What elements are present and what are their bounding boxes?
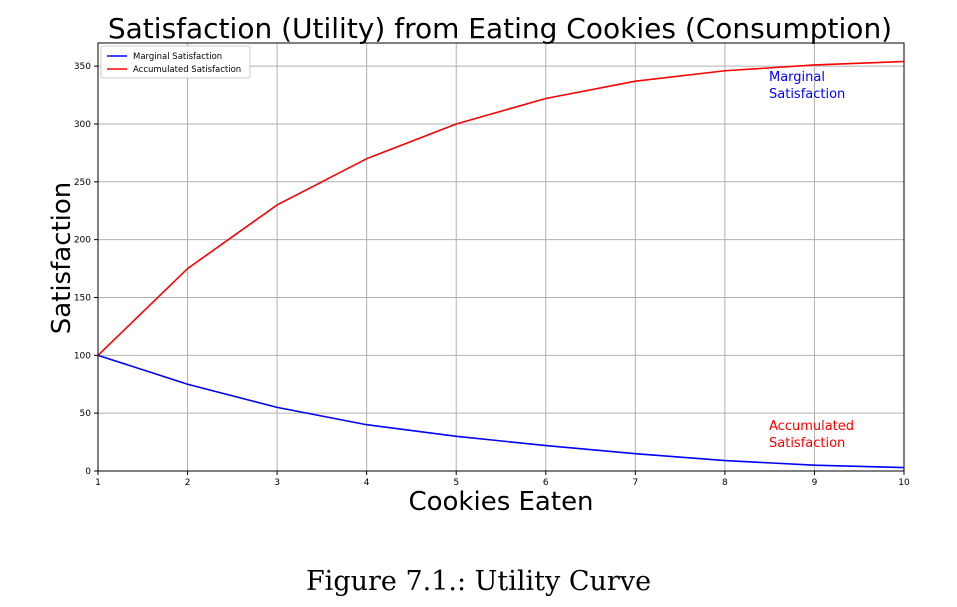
y-tick-label: 50 — [80, 409, 92, 419]
x-tick-label: 7 — [632, 478, 638, 488]
series-point — [634, 80, 636, 82]
legend-label: Accumulated Satisfaction — [133, 65, 241, 75]
y-tick-label: 200 — [74, 236, 91, 246]
y-tick-label: 350 — [74, 62, 91, 72]
series-point — [276, 406, 278, 408]
legend: Marginal Satisfaction Accumulated Satisfa… — [100, 45, 251, 79]
series-point — [186, 383, 189, 385]
y-tick-label: 150 — [74, 293, 91, 303]
series-point — [545, 444, 547, 447]
y-axis-label: Satisfaction — [47, 182, 77, 335]
series-point — [455, 123, 457, 125]
legend-label: Marginal Satisfaction — [133, 52, 222, 62]
series-annotation-text: Accumulated — [769, 419, 854, 434]
chart-title: Satisfaction (Utility) from Eating Cooki… — [108, 12, 892, 45]
series-lines — [97, 60, 905, 469]
legend-box — [100, 45, 251, 79]
y-tick-label: 300 — [74, 120, 91, 130]
x-tick-label: 4 — [364, 478, 370, 488]
x-tick-label: 10 — [898, 478, 910, 488]
figure-caption: Figure 7.1.: Utility Curve — [305, 566, 652, 597]
plot-frame — [97, 42, 905, 472]
series-point — [186, 267, 189, 270]
series-point — [545, 97, 547, 100]
x-tick-label: 6 — [543, 478, 549, 488]
y-tick-label: 0 — [85, 467, 91, 477]
series-annotation-text: Satisfaction — [769, 436, 845, 451]
series-point — [724, 459, 726, 462]
series-annotation-text: Satisfaction — [769, 87, 845, 102]
series-point — [634, 453, 636, 455]
series-line — [97, 60, 905, 356]
series-annotation-text: Marginal — [769, 70, 825, 85]
series-point — [813, 64, 816, 66]
grid-lines — [97, 43, 905, 472]
x-tick-label: 2 — [185, 478, 191, 488]
series-line — [97, 354, 905, 469]
series-point — [813, 464, 816, 466]
x-tick-label: 1 — [95, 478, 101, 488]
x-tick-label: 3 — [274, 478, 280, 488]
x-tick-label: 5 — [453, 478, 459, 488]
x-tick-label: 9 — [812, 478, 818, 488]
series-point — [276, 204, 278, 206]
y-tick-label: 250 — [74, 178, 91, 188]
series-point — [366, 424, 368, 426]
series-point — [724, 70, 726, 72]
x-tick-label: 8 — [722, 478, 728, 488]
series-point — [455, 435, 457, 437]
y-tick-label: 100 — [74, 351, 91, 361]
x-axis-label: Cookies Eaten — [408, 487, 593, 517]
series-point — [366, 158, 368, 160]
series-annotations: Marginal Satisfaction Accumulated Satisfact… — [769, 70, 854, 451]
utility-chart: Satisfaction (Utility) from Eating Cooki… — [47, 12, 910, 517]
